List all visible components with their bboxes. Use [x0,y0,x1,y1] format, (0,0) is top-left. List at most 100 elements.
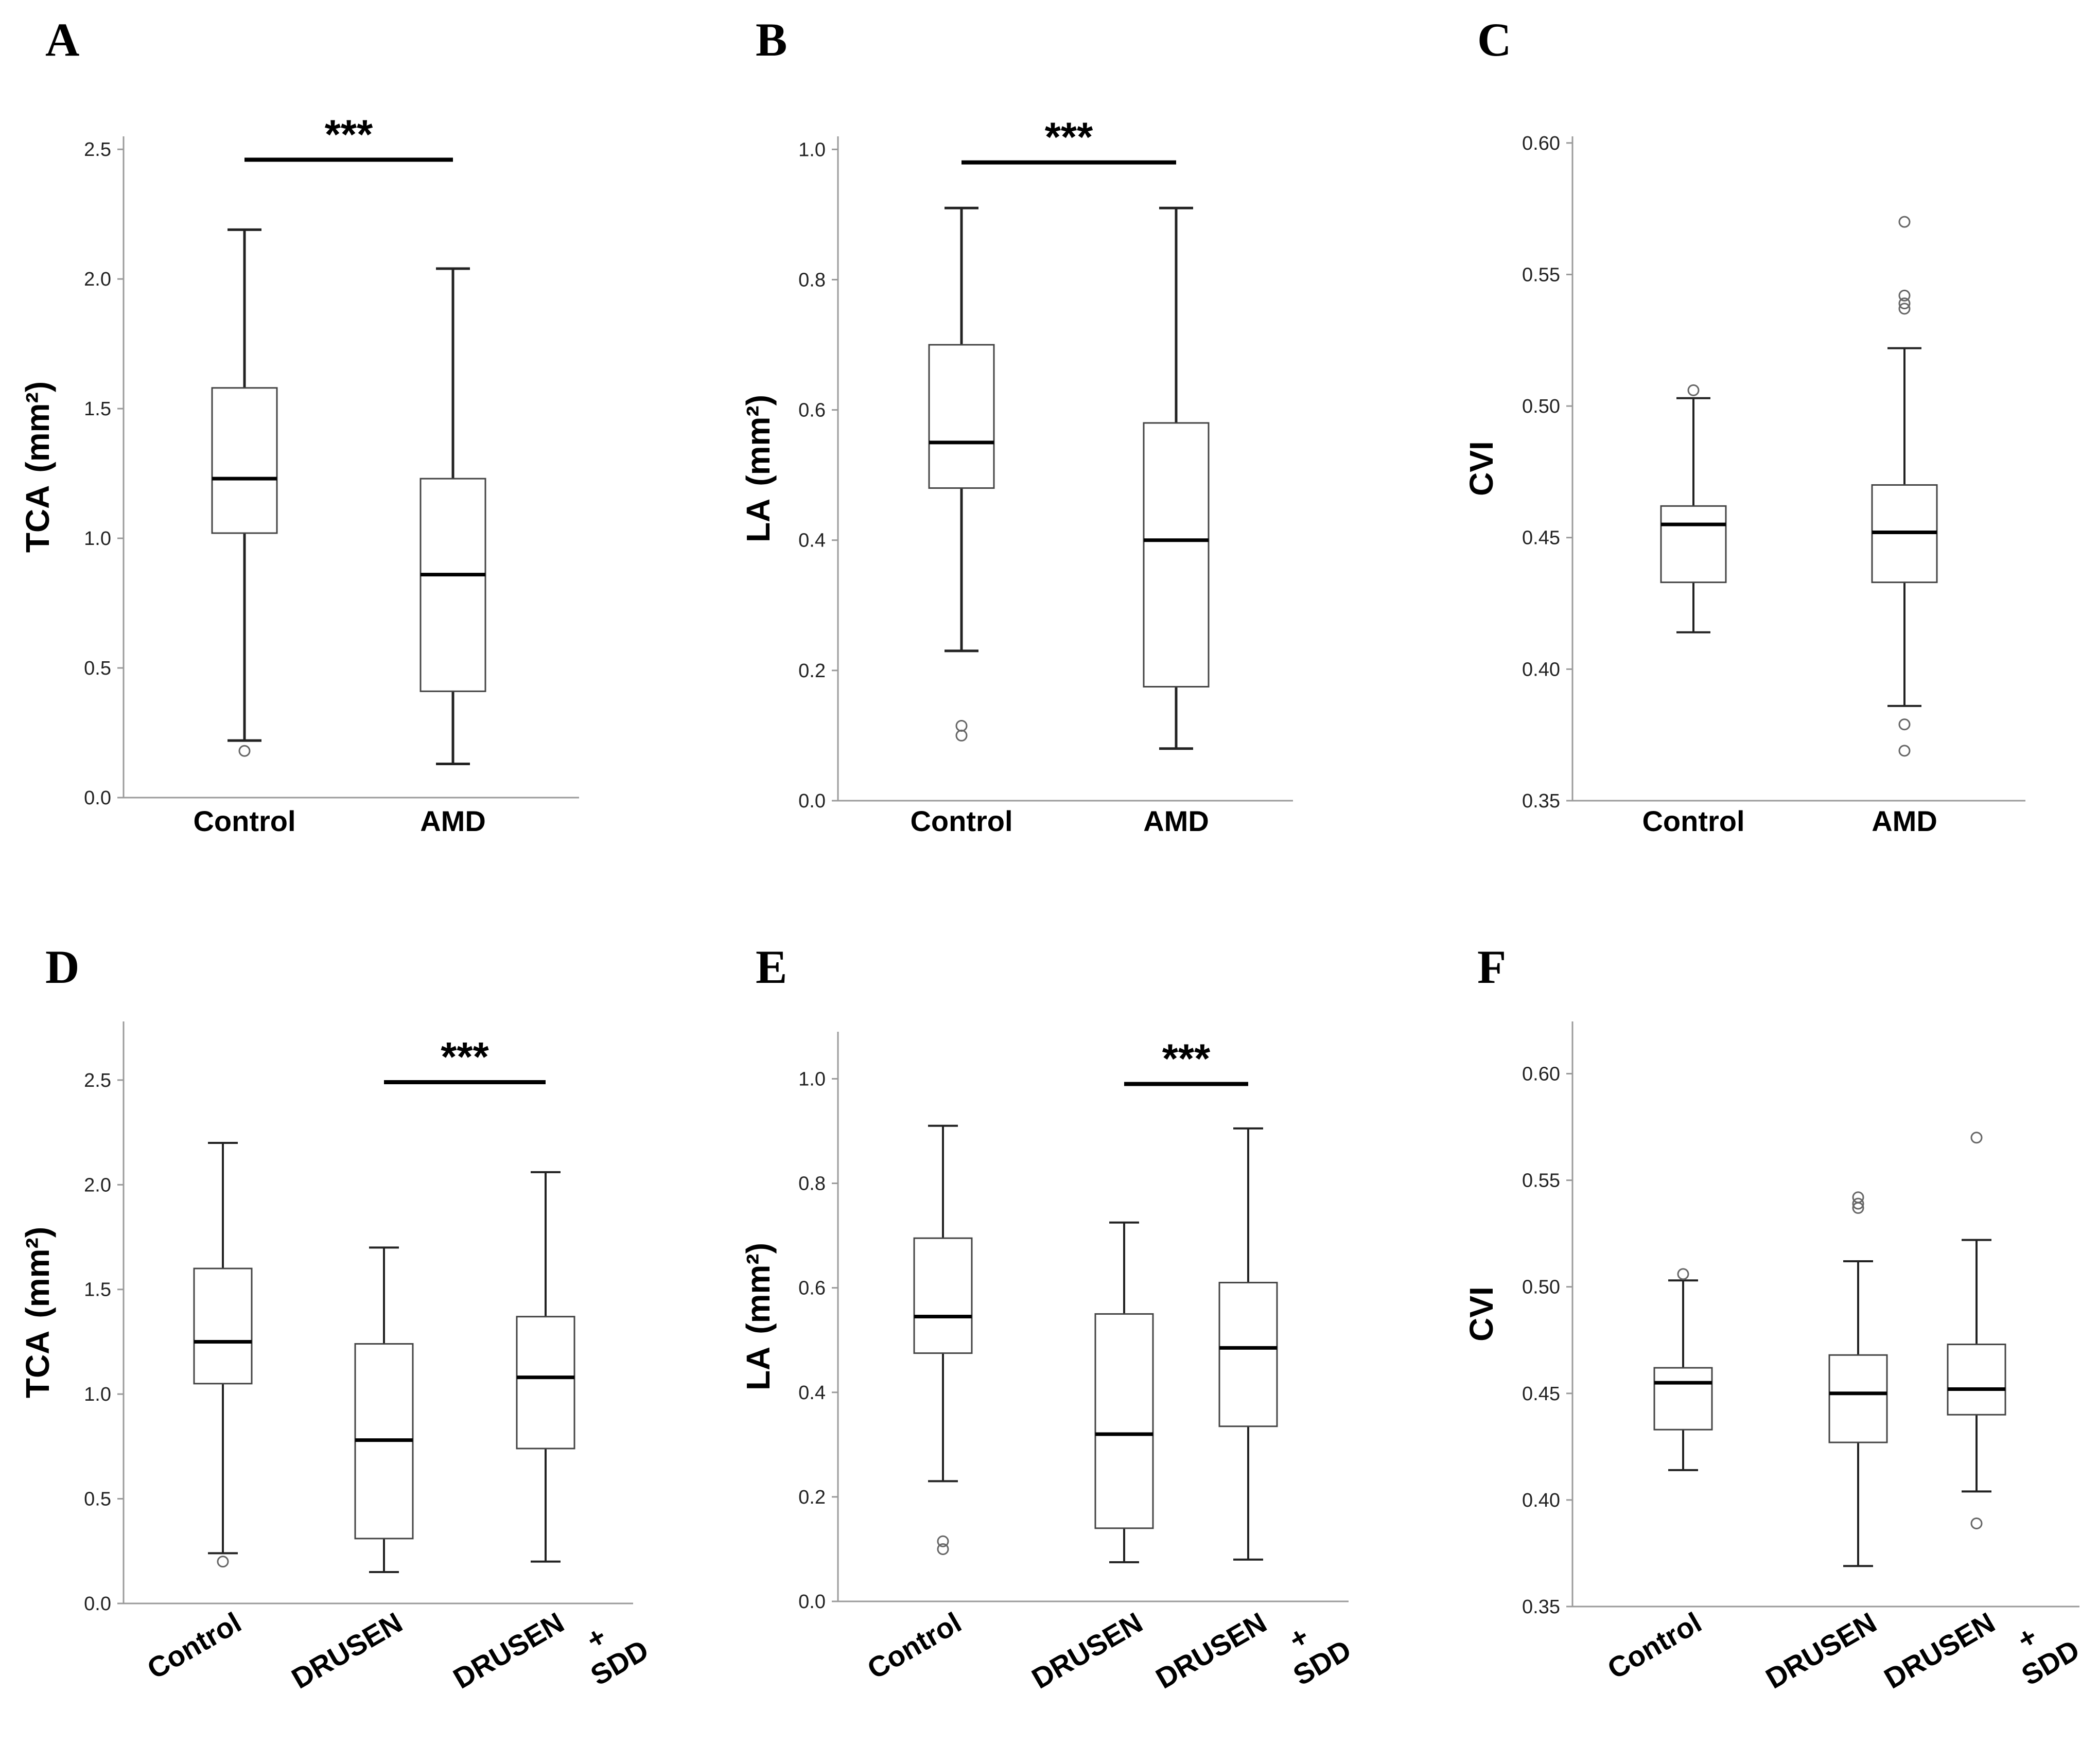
iqr-box [1653,1367,1713,1431]
significance-stars: *** [325,111,373,157]
y-tick-label: 0.50 [1522,396,1560,417]
panel-f: F 0.35 0.40 0.45 0.50 0.55 0.60 CVI Control DRUSE… [1463,941,2085,1695]
box-plot-amd [419,267,486,765]
y-tick-label: 0.0 [84,787,111,809]
outlier-point [1898,745,1911,757]
outlier-point [937,1543,949,1555]
box-plot-control [1660,384,1727,633]
outlier-point [955,729,968,742]
outlier-point [1898,216,1911,228]
y-axis-title-variable: TCA [19,1331,56,1399]
y-tick-label: 0.35 [1522,1596,1560,1618]
panel-a: A 0.0 0.5 1.0 1.5 2.0 2.5 TCA (mm²) Control AMD *** [19,13,579,837]
y-axis-title-unit: (mm²) [740,1243,777,1334]
iqr-box [1660,505,1727,584]
outlier-point [1898,297,1911,310]
box-plot-amd [1143,206,1210,750]
outlier-point [1898,289,1911,302]
iqr-box [1947,1344,2006,1416]
x-category-label: Control [862,1606,967,1685]
x-category-label-line: Control [862,1606,967,1685]
y-tick-label: 1.0 [798,1068,826,1090]
y-tick-label: 0.4 [798,530,826,552]
x-category-label-line: DRUSEN [448,1606,569,1695]
outlier-point [1970,1132,1983,1144]
iqr-box [928,344,995,489]
panel-c: C 0.35 0.40 0.45 0.50 0.55 0.60 CVI Control AMD [1463,13,2025,837]
outlier-point [1898,718,1911,731]
y-tick-label: 0.5 [84,658,111,679]
box-plot-drusen [354,1246,414,1573]
y-tick-label: 0.2 [798,660,826,682]
panel-letter-c: C [1477,13,1511,66]
x-category-label-line: DRUSEN [1026,1606,1148,1695]
x-category-label: DRUSEN [286,1606,408,1695]
y-axis-title: LA (mm²) [740,395,777,542]
box-plot-control [211,228,278,757]
outlier-point [238,745,251,757]
y-tick-label: 1.5 [84,1279,111,1301]
iqr-box [211,387,278,534]
box-plot-control [913,1124,973,1555]
significance-stars: *** [1045,114,1093,160]
x-category-label: Control [193,805,295,837]
y-axis-title: CVI [1463,441,1500,496]
y-tick-label: 0.55 [1522,264,1560,286]
y-tick-label: 0.55 [1522,1170,1560,1192]
y-tick-label: 0.4 [798,1382,826,1404]
y-tick-label: 0.0 [798,790,826,812]
y-tick-label: 2.5 [84,139,111,161]
outlier-point [937,1535,949,1547]
y-tick-label: 0.6 [798,400,826,421]
y-tick-label: 0.60 [1522,133,1560,154]
panel-letter-d: D [45,941,79,993]
panel-letter-e: E [756,941,787,993]
x-category-label: DRUSEN +SDD [1150,1576,1357,1752]
panel-e: E 0.0 0.2 0.4 0.6 0.8 1.0 LA (mm²) Control DRUSEN D… [740,941,1357,1752]
box-plot-drusen [1828,1191,1888,1567]
y-tick-label: 2.0 [84,1174,111,1196]
x-category-label-line: DRUSEN [286,1606,408,1695]
x-category-label-line: DRUSEN [1150,1606,1272,1695]
x-category-label: Control [1602,1606,1707,1685]
panel-letter-a: A [45,13,79,66]
significance-stars: *** [1162,1036,1211,1082]
y-tick-label: 1.0 [84,528,111,550]
y-tick-label: 0.5 [84,1489,111,1510]
iqr-box [419,478,486,692]
y-tick-label: 0.60 [1522,1063,1560,1085]
y-axis-title: TCA (mm²) [19,1227,56,1398]
y-tick-label: 0.35 [1522,790,1560,812]
x-category-label: Control [910,805,1012,837]
y-tick-label: 1.0 [84,1384,111,1405]
y-tick-label: 0.2 [798,1487,826,1508]
y-tick-label: 0.50 [1522,1277,1560,1298]
x-category-label: DRUSEN [1760,1606,1882,1695]
significance-stars: *** [441,1034,489,1080]
iqr-box [1218,1281,1278,1427]
box-plot-drusen-sdd [1947,1132,2006,1529]
x-category-label-line: Control [1602,1606,1707,1685]
y-axis-title: LA (mm²) [740,1243,777,1390]
y-tick-label: 1.5 [84,398,111,420]
outlier-point [1677,1268,1689,1280]
y-tick-label: 0.6 [798,1278,826,1299]
box-plot-drusen-sdd [1218,1127,1278,1561]
iqr-box [1094,1313,1154,1529]
iqr-box [913,1237,973,1354]
iqr-box [1143,422,1210,688]
box-plot-control [1653,1268,1713,1471]
x-category-label: Control [1642,805,1744,837]
outlier-point [1852,1191,1864,1204]
outlier-point [1687,384,1700,396]
y-tick-label: 1.0 [798,139,826,161]
y-tick-label: 0.40 [1522,1490,1560,1511]
box-plot-control [193,1141,253,1568]
y-tick-label: 0.0 [798,1591,826,1613]
y-axis-title-variable: CVI [1463,1286,1500,1342]
outlier-point [1970,1517,1983,1529]
y-axis-title-unit: (mm²) [19,1227,56,1318]
x-category-label-line: DRUSEN [1879,1606,2000,1695]
x-category-label-line: DRUSEN [1760,1606,1882,1695]
